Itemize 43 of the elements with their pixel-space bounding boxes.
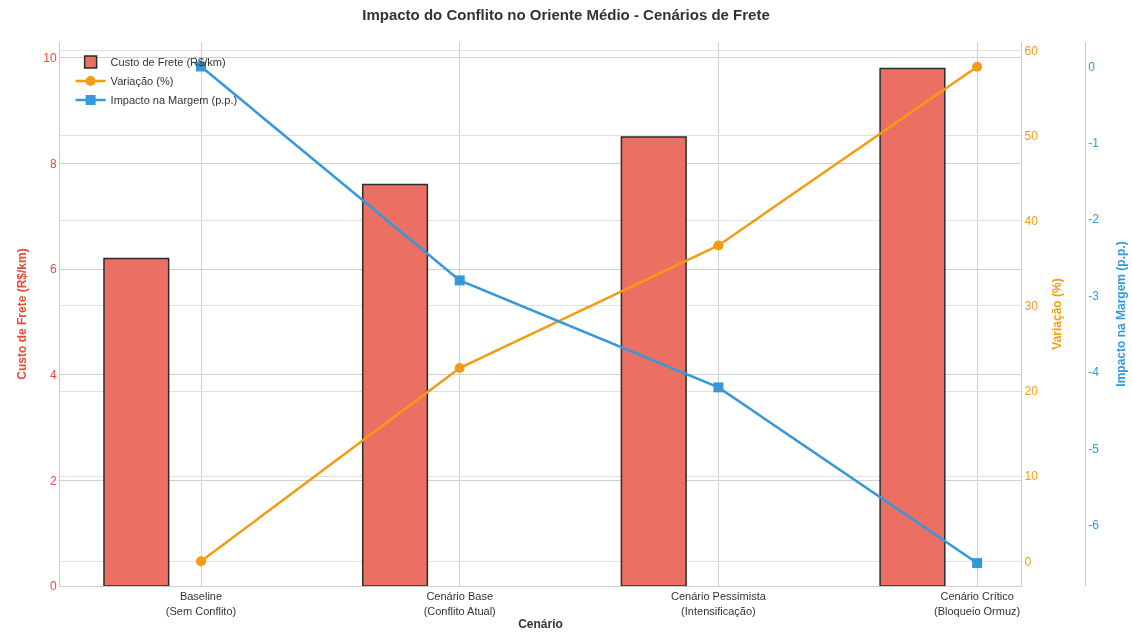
- legend-label: Variação (%): [110, 75, 174, 88]
- point: [196, 556, 206, 567]
- y-tick-label: 4: [49, 367, 57, 382]
- y3-tick-label: -3: [1088, 288, 1100, 303]
- y-tick-label: 8: [49, 156, 57, 171]
- y3-tick-label: -4: [1088, 365, 1100, 380]
- y3-axis-title: Impacto na Margem (p.p.): [1113, 241, 1128, 387]
- y3-tick-label: -6: [1088, 518, 1100, 533]
- y2-tick-label: 30: [1024, 299, 1039, 314]
- bar: [361, 183, 429, 586]
- legend-label: Custo de Frete (R$/km): [110, 56, 226, 69]
- bar: [879, 67, 946, 586]
- y3-tick-label: -1: [1088, 136, 1100, 151]
- x-tick-label: Cenário Base (Conflito Atual): [423, 590, 496, 617]
- y-tick-label: 6: [49, 262, 57, 277]
- y2-tick-label: 20: [1024, 384, 1039, 399]
- bar: [620, 136, 687, 586]
- y2-tick-label: 60: [1024, 43, 1039, 58]
- y2-axis-title: Variação (%): [1050, 278, 1065, 350]
- chart-title: Impacto do Conflito no Oriente Médio - Cenários de Frete: [362, 6, 770, 24]
- y-axis-title: Custo de Frete (R$/km): [15, 248, 29, 380]
- point: [454, 363, 465, 374]
- point: [454, 275, 465, 286]
- y3-tick-label: -5: [1088, 441, 1100, 456]
- point: [713, 240, 724, 251]
- x-tick-label: Baseline (Sem Conflito): [165, 590, 237, 617]
- y-tick-label: 2: [49, 473, 57, 488]
- point: [972, 558, 983, 569]
- x-axis-title: Cenário: [518, 617, 563, 632]
- y2-tick-label: 40: [1024, 213, 1039, 228]
- legend-label: Impacto na Margem (p.p.): [110, 94, 238, 107]
- bar: [103, 257, 170, 586]
- point: [713, 382, 724, 393]
- y-tick-label: 0: [49, 579, 57, 594]
- y3-tick-label: -2: [1088, 212, 1100, 227]
- y2-tick-label: 10: [1024, 469, 1039, 484]
- x-tick-label: Cenário Crítico (Bloqueio Ormuz): [934, 590, 1021, 617]
- x-tick-label: Cenário Pessimista (Intensificação): [671, 590, 767, 617]
- y2-tick-label: 50: [1024, 128, 1039, 143]
- y-tick-label: 10: [43, 51, 57, 66]
- point: [972, 61, 983, 72]
- y3-tick-label: 0: [1088, 59, 1096, 74]
- y2-tick-label: 0: [1024, 554, 1032, 569]
